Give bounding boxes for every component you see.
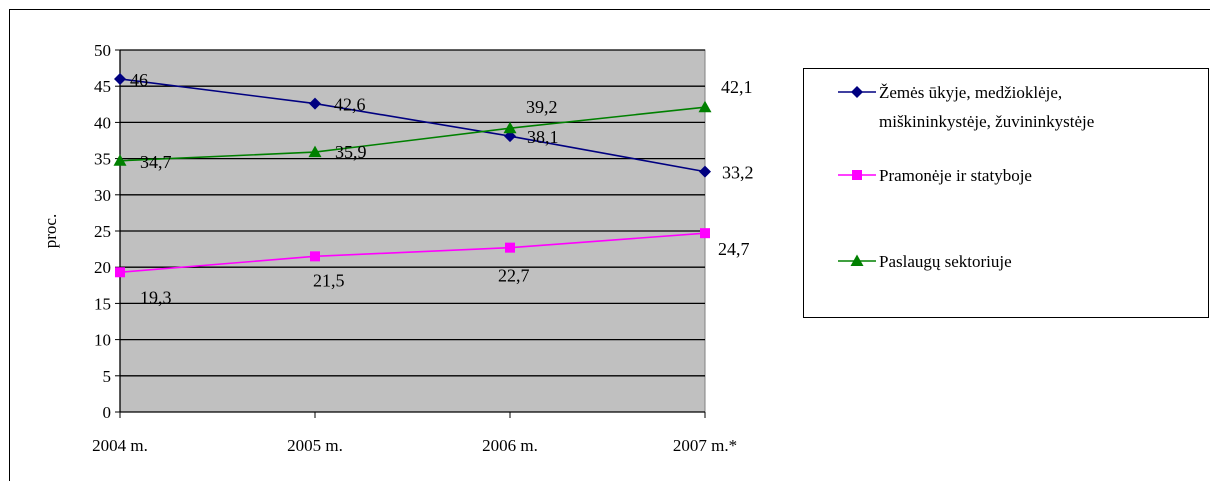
data-label: 34,7: [140, 152, 172, 172]
y-tick-label: 35: [94, 150, 111, 169]
y-tick-label: 45: [94, 77, 111, 96]
y-tick-label: 0: [103, 403, 112, 422]
data-point: [308, 145, 322, 158]
legend-marker: [850, 254, 864, 266]
data-point: [505, 242, 515, 253]
x-tick-label: 2005 m.: [287, 436, 343, 455]
series-line: [119, 106, 706, 162]
data-point: [698, 100, 712, 113]
legend-marker: [851, 86, 863, 98]
y-axis-title: proc.: [41, 214, 60, 248]
data-label: 38,1: [527, 127, 559, 147]
legend-label: miškininkystėje, žuvininkystėje: [879, 112, 1094, 131]
data-label: 33,2: [722, 163, 754, 183]
data-label: 39,2: [526, 97, 558, 117]
y-tick-label: 25: [94, 222, 111, 241]
y-tick-label: 5: [103, 367, 112, 386]
data-label: 42,6: [334, 95, 366, 115]
data-point: [503, 121, 517, 134]
series-line: [119, 78, 706, 173]
data-point: [114, 72, 126, 85]
y-tick-label: 20: [94, 258, 111, 277]
y-tick-label: 10: [94, 331, 111, 350]
x-tick-label: 2004 m.: [92, 436, 148, 455]
y-tick-label: 50: [94, 41, 111, 60]
data-point: [113, 154, 127, 166]
chart-frame: [9, 9, 1210, 481]
data-label: 24,7: [718, 239, 750, 259]
x-tick-label: 2007 m.*: [673, 436, 737, 455]
data-label: 21,5: [313, 270, 345, 290]
legend-label: Paslaugų sektoriuje: [879, 252, 1012, 271]
series-line: [119, 232, 706, 274]
legend-graphic: Žemės ūkyje, medžioklėje, miškininkystėje…: [838, 83, 1094, 271]
data-point: [699, 165, 711, 178]
data-label: 22,7: [498, 266, 530, 286]
legend: Žemės ūkyje, medžioklėje, miškininkystėje…: [803, 68, 1209, 318]
data-point: [115, 267, 125, 278]
data-label: 42,1: [721, 77, 753, 97]
data-label: 46: [130, 70, 148, 90]
data-label: 19,3: [140, 287, 172, 307]
x-tick-label: 2006 m.: [482, 436, 538, 455]
legend-label: Pramonėje ir statyboje: [879, 166, 1032, 185]
data-point: [700, 228, 710, 239]
legend-marker: [852, 170, 862, 180]
y-tick-label: 30: [94, 186, 111, 205]
legend-label: Žemės ūkyje, medžioklėje,: [879, 83, 1062, 102]
data-point: [309, 97, 321, 110]
y-tick-label: 40: [94, 113, 111, 132]
data-point: [310, 251, 320, 262]
data-label: 35,9: [335, 142, 367, 162]
y-tick-label: 15: [94, 294, 111, 313]
